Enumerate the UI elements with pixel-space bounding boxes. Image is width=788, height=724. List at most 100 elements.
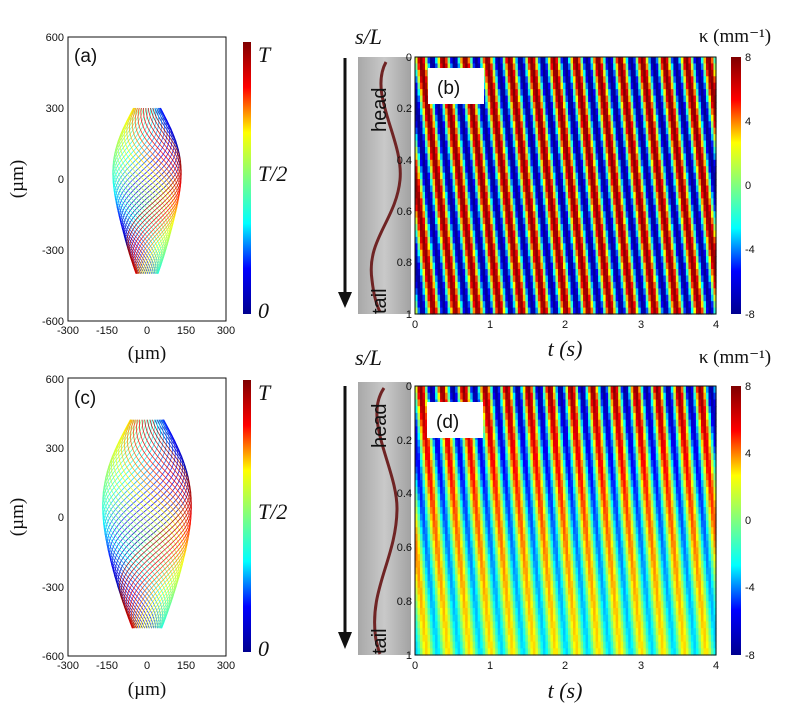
heatmap-cell xyxy=(467,159,471,167)
heatmap-cell xyxy=(527,185,531,193)
body-trajectory-curve xyxy=(129,107,182,274)
heatmap-cell xyxy=(527,211,531,219)
heatmap-cell xyxy=(522,288,526,296)
heatmap-cell xyxy=(487,172,491,180)
heatmap-cell xyxy=(430,146,434,154)
heatmap-cell xyxy=(497,301,501,309)
heatmap-cell xyxy=(490,82,494,90)
heatmap-cell xyxy=(485,127,489,135)
heatmap-cell xyxy=(460,185,464,193)
heatmap-cell xyxy=(420,166,424,174)
heatmap-cell xyxy=(482,275,486,283)
heatmap-cell xyxy=(502,307,506,315)
heatmap-cell xyxy=(447,269,451,277)
heatmap-cell xyxy=(425,236,429,244)
heatmap-cell xyxy=(430,191,434,199)
heatmap-cell xyxy=(492,159,496,167)
heatmap-cell xyxy=(480,172,484,180)
heatmap-cell xyxy=(437,256,441,264)
heatmap-cell xyxy=(517,256,521,264)
heatmap-cell xyxy=(437,230,441,238)
heatmap-cell xyxy=(462,101,466,109)
heatmap-cell xyxy=(497,101,501,109)
heatmap-cell xyxy=(432,281,436,289)
heatmap-cell xyxy=(415,108,419,116)
heatmap-cell xyxy=(490,127,494,135)
heatmap-cell xyxy=(505,101,509,109)
heatmap-cell xyxy=(417,191,421,199)
heatmap-cell xyxy=(495,256,499,264)
heatmap-cell xyxy=(435,191,439,199)
heatmap-cell xyxy=(475,204,479,212)
heatmap-cell xyxy=(505,224,509,232)
heatmap-cell xyxy=(520,288,524,296)
heatmap-cell xyxy=(505,89,509,97)
heatmap-cell xyxy=(422,211,426,219)
heatmap-cell xyxy=(475,256,479,264)
heatmap-cell xyxy=(450,191,454,199)
heatmap-cell xyxy=(487,121,491,129)
heatmap-cell xyxy=(422,159,426,167)
heatmap-cell xyxy=(432,256,436,264)
heatmap-cell xyxy=(427,127,431,135)
heatmap-cell xyxy=(497,275,501,283)
heatmap-cell xyxy=(500,230,504,238)
heatmap-cell xyxy=(442,159,446,167)
heatmap-cell xyxy=(417,217,421,225)
heatmap-cell xyxy=(467,134,471,142)
heatmap-cell xyxy=(522,127,526,135)
heatmap-cell xyxy=(427,301,431,309)
heatmap-cell xyxy=(475,243,479,251)
heatmap-cell xyxy=(462,108,466,116)
heatmap-cell xyxy=(462,121,466,129)
heatmap-cell xyxy=(417,224,421,232)
heatmap-cell xyxy=(515,108,519,116)
heatmap-cell xyxy=(472,262,476,270)
heatmap-cell xyxy=(417,89,421,97)
heatmap-cell xyxy=(425,211,429,219)
heatmap-cell xyxy=(427,63,431,71)
heatmap-cell xyxy=(500,95,504,103)
heatmap-cell xyxy=(432,114,436,122)
heatmap-cell xyxy=(440,101,444,109)
heatmap-cell xyxy=(517,146,521,154)
heatmap-cell xyxy=(472,127,476,135)
heatmap-cell xyxy=(492,69,496,77)
panel-d-tail-label: tail xyxy=(369,628,391,654)
heatmap-cell xyxy=(497,140,501,148)
heatmap-cell xyxy=(435,288,439,296)
heatmap-cell xyxy=(455,57,459,65)
heatmap-cell xyxy=(490,89,494,97)
heatmap-cell xyxy=(445,127,449,135)
heatmap-cell xyxy=(517,89,521,97)
heatmap-cell xyxy=(442,153,446,161)
heatmap-cell xyxy=(485,140,489,148)
heatmap-cell xyxy=(500,108,504,116)
heatmap-cell xyxy=(507,191,511,199)
heatmap-cell xyxy=(515,236,519,244)
heatmap-cell xyxy=(445,301,449,309)
heatmap-cell xyxy=(442,127,446,135)
heatmap-cell xyxy=(425,82,429,90)
heatmap-cell xyxy=(425,262,429,270)
heatmap-cell xyxy=(472,294,476,302)
heatmap-cell xyxy=(455,243,459,251)
heatmap-cell xyxy=(470,134,474,142)
heatmap-cell xyxy=(507,146,511,154)
heatmap-cell xyxy=(415,153,419,161)
heatmap-cell xyxy=(430,211,434,219)
heatmap-cell xyxy=(440,307,444,315)
panel-a-colorbar xyxy=(243,42,251,314)
heatmap-cell xyxy=(462,172,466,180)
heatmap-cell xyxy=(482,294,486,302)
heatmap-cell xyxy=(507,159,511,167)
heatmap-cell xyxy=(470,140,474,148)
panel-c-xtick: 300 xyxy=(217,660,235,672)
heatmap-cell xyxy=(450,114,454,122)
heatmap-cell xyxy=(497,134,501,142)
heatmap-cell xyxy=(445,140,449,148)
heatmap-cell xyxy=(527,262,531,270)
heatmap-cell xyxy=(512,159,516,167)
heatmap-cell xyxy=(435,63,439,71)
heatmap-cell xyxy=(417,63,421,71)
